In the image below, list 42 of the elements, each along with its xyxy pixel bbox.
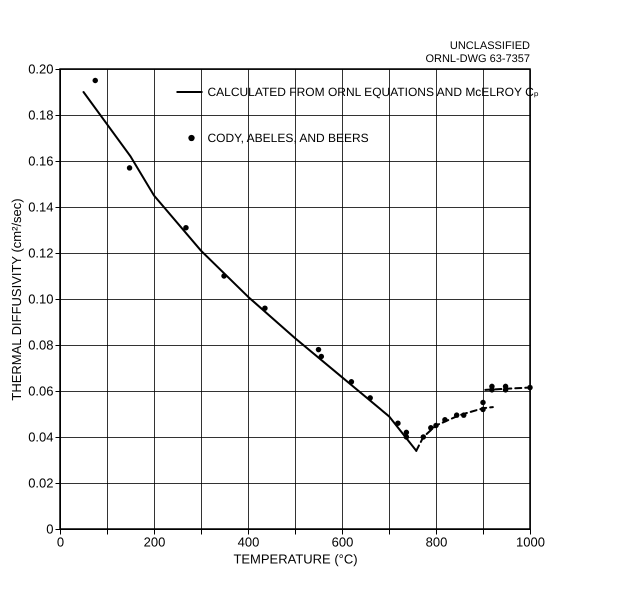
- point: [318, 354, 324, 360]
- point: [460, 412, 466, 418]
- point: [348, 379, 354, 385]
- y-tick-label: 0: [46, 522, 54, 536]
- x-tick-label: 800: [426, 534, 448, 550]
- x-tick-label: 600: [332, 534, 354, 550]
- point: [420, 434, 426, 440]
- y-tick-label: 0.04: [28, 430, 54, 444]
- y-tick-label: 0.06: [28, 384, 54, 398]
- point: [221, 273, 227, 279]
- point: [126, 165, 132, 171]
- point: [433, 422, 439, 428]
- point: [428, 425, 434, 431]
- x-tick-label: 0: [56, 534, 64, 550]
- point: [480, 406, 486, 412]
- point: [527, 384, 533, 390]
- point: [404, 434, 410, 440]
- point: [454, 412, 460, 418]
- text: UNCLASSIFIED: [450, 40, 530, 52]
- y-tick-label: 0.10: [28, 292, 54, 306]
- y-axis-title: THERMAL DIFFUSIVITY (cm²/sec): [9, 198, 24, 401]
- point: [395, 420, 401, 426]
- y-tick-label: 0.16: [28, 154, 54, 168]
- text: ORNL-DWG 63-7357: [425, 53, 530, 65]
- y-tick-label: 0.12: [28, 246, 54, 260]
- x-axis-title: TEMPERATURE (°C): [233, 552, 358, 566]
- x-tick-label: 400: [238, 534, 260, 550]
- x-tick-label: 1000: [516, 534, 545, 550]
- y-tick-label: 0.20: [28, 62, 54, 76]
- x-tick-label: 200: [144, 534, 166, 550]
- point: [442, 417, 448, 422]
- y-tick-label: 0.02: [28, 476, 54, 490]
- point: [367, 395, 373, 401]
- point: [480, 400, 486, 406]
- point: [92, 78, 98, 84]
- point: [183, 224, 189, 230]
- y-tick-label: 0.14: [28, 200, 54, 214]
- point: [316, 346, 322, 352]
- point: [262, 305, 268, 311]
- y-tick-label: 0.18: [28, 108, 54, 122]
- y-tick-label: 0.08: [28, 338, 54, 352]
- point: [404, 430, 410, 436]
